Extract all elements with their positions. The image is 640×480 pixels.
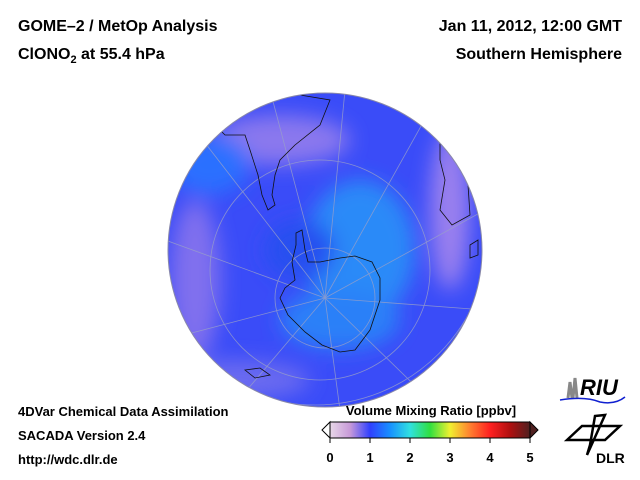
colorbar-tick-label: 2 [406,450,414,465]
colorbar-under-arrow [321,420,331,440]
colorbar-ramp [329,421,531,439]
footer-url[interactable]: http://wdc.dlr.de [18,452,118,467]
hemisphere: Southern Hemisphere [455,46,622,63]
riu-logo-text: RIU [580,375,619,400]
colorbar [321,420,539,443]
colorbar-tick-label: 1 [366,450,374,465]
colorbar-tick-label: 4 [486,450,494,465]
datetime: Jan 11, 2012, 12:00 GMT [438,18,622,35]
colorbar-tick-label: 0 [326,450,334,465]
colorbar-over-arrow [529,420,539,440]
pressure-level: at 55.4 hPa [76,46,165,63]
footer-method: 4DVar Chemical Data Assimilation [18,404,229,419]
colorbar-tick-label: 5 [526,450,534,465]
dlr-logo: DLR [563,413,625,466]
dlr-logo-text: DLR [596,450,625,466]
species-subscript: 2 [70,54,77,67]
riu-logo: RIU [559,375,626,404]
figure-title: GOME–2 / MetOp Analysis [18,18,218,35]
colorbar-title: Volume Mixing Ratio [ppbv] [345,403,517,418]
colorbar-tick-label: 3 [446,450,454,465]
species-name: ClONO [18,46,71,63]
footer-version: SACADA Version 2.4 [18,428,146,443]
species-label: ClONO2 at 55.4 hPa [18,46,165,66]
